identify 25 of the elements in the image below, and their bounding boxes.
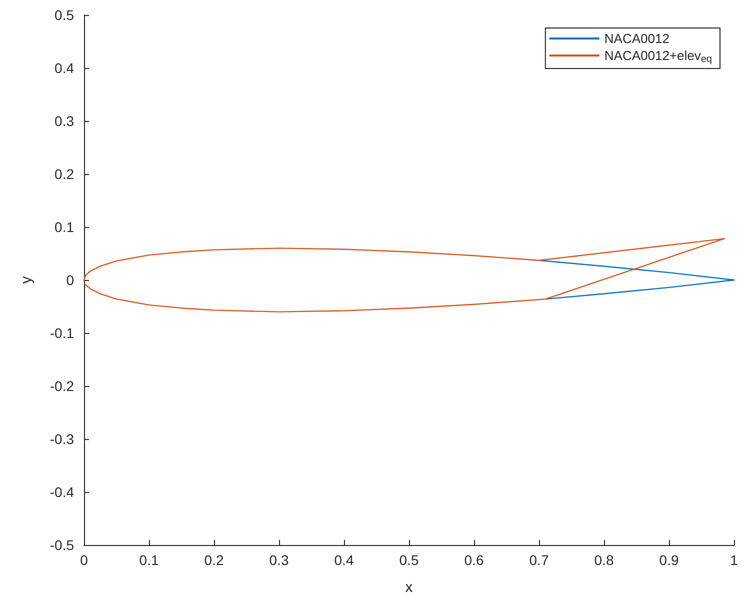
x-axis-title: x [405, 579, 414, 596]
y-tick-label: 0.1 [54, 219, 74, 235]
y-tick-label: 0.2 [54, 166, 74, 182]
y-tick-label: -0.2 [50, 378, 74, 394]
y-tick-label: 0.3 [54, 113, 74, 129]
x-tick-label: 0.2 [204, 552, 224, 568]
y-tick-label: -0.5 [50, 537, 74, 553]
x-tick-label: 0.9 [659, 552, 679, 568]
x-tick-label: 0.6 [464, 552, 484, 568]
y-tick-label: 0.5 [54, 7, 74, 23]
x-tick-label: 0 [80, 552, 88, 568]
y-tick-label: -0.3 [50, 431, 74, 447]
y-tick-label: 0 [66, 272, 74, 288]
x-tick-label: 1 [730, 552, 738, 568]
x-tick-label: 0.4 [334, 552, 354, 568]
x-tick-label: 0.3 [269, 552, 289, 568]
legend-label: NACA0012 [604, 31, 670, 46]
y-tick-label: -0.1 [50, 325, 74, 341]
y-tick-label: 0.4 [54, 60, 74, 76]
x-tick-label: 0.5 [399, 552, 419, 568]
x-tick-label: 0.8 [594, 552, 614, 568]
y-axis-title: y [18, 276, 35, 284]
x-tick-label: 0.1 [139, 552, 159, 568]
x-tick-label: 0.7 [529, 552, 549, 568]
y-tick-label: -0.4 [50, 484, 74, 500]
